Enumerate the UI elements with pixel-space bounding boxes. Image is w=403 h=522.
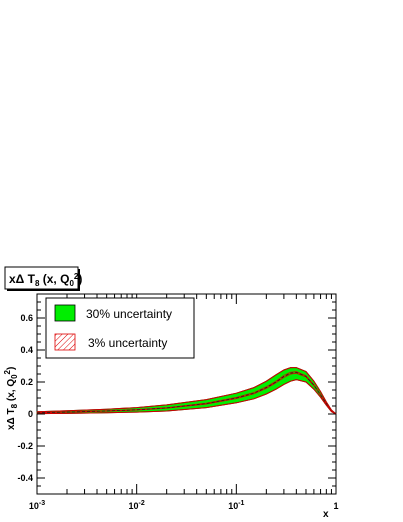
legend-swatch-hatch: [54, 333, 76, 351]
legend-label-30: 30% uncertainty: [86, 307, 172, 321]
y-tick-label: 0.4: [20, 345, 33, 355]
y-tick-label: 0: [28, 409, 33, 419]
plot-frame: [36, 293, 337, 495]
y-tick-label: 0.2: [20, 377, 33, 387]
x-tick-label: 1: [333, 501, 338, 511]
chart-title: xΔ T8 (x, Q02): [9, 272, 82, 288]
y-axis-title: xΔ T8 (x, Q02): [3, 367, 19, 430]
x-tick-label: 10-3: [29, 500, 45, 511]
ticks-layer: -0.4 -0.2 0 0.2 0.4 0.6 10-3 10-2 10-1 1: [17, 293, 339, 511]
x-axis-title: x: [323, 509, 329, 520]
y-tick-label: 0.6: [20, 313, 33, 323]
chart-title-box: xΔ T8 (x, Q02): [4, 266, 82, 291]
legend-label-3: 3% uncertainty: [88, 336, 167, 350]
x-tick-label: 10-1: [228, 500, 244, 511]
y-tick-label: -0.2: [17, 441, 33, 451]
y-tick-label: -0.4: [17, 473, 33, 483]
bands-layer: [36, 367, 337, 415]
band-upper-edge: [36, 367, 337, 415]
legend: 30% uncertainty 3% uncertainty: [45, 297, 195, 359]
x-tick-label: 10-2: [129, 500, 145, 511]
band-lower-edge: [36, 379, 337, 415]
legend-swatch-green: [54, 304, 76, 322]
central-curve: [36, 371, 337, 415]
band-30-percent: [36, 367, 337, 415]
